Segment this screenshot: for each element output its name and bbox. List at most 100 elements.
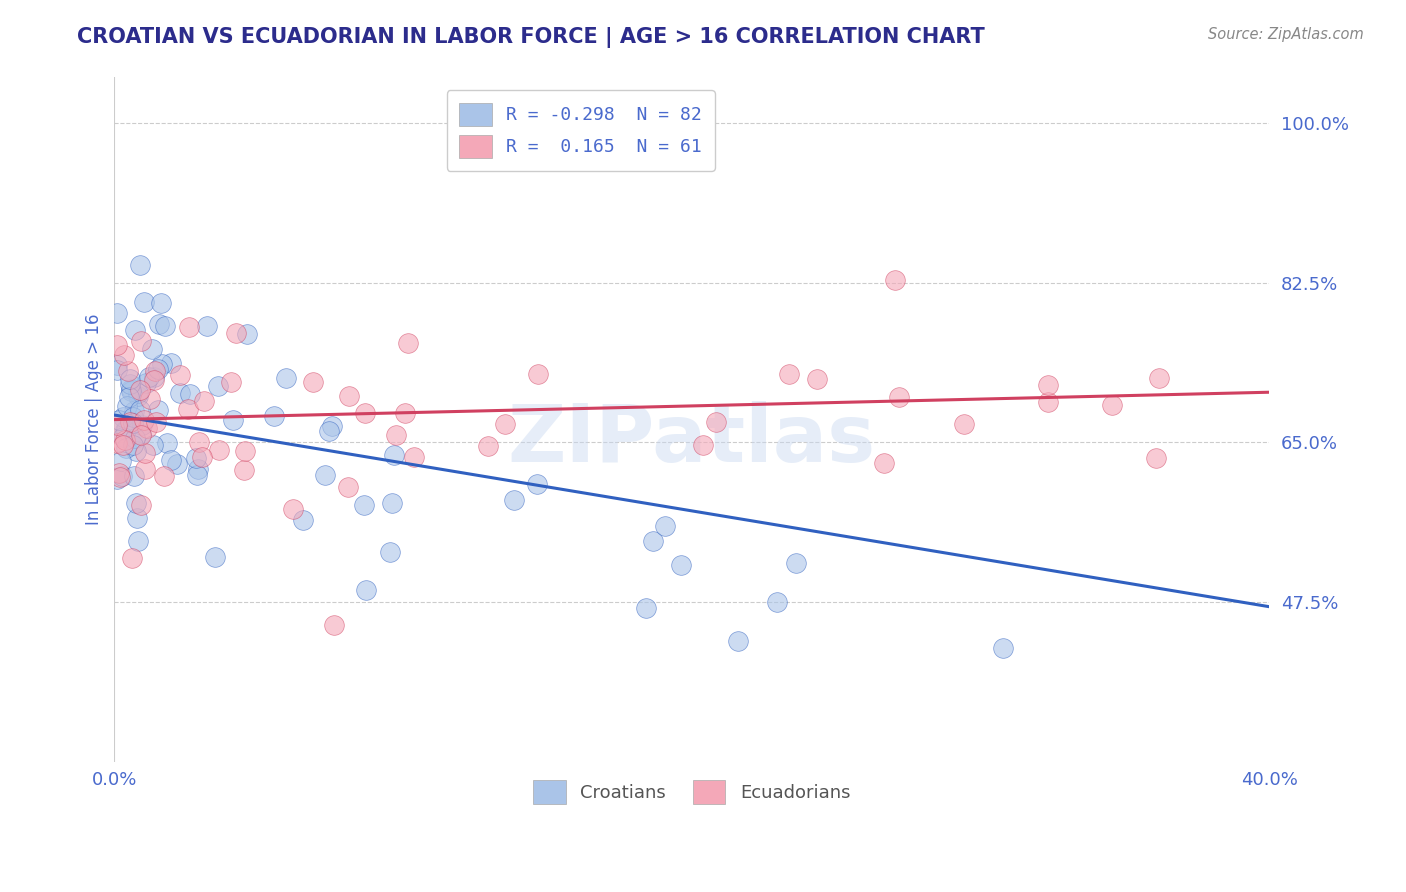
- Point: [105, 306, 128, 320]
- Point: [129, 403, 152, 417]
- Point: [235, 327, 257, 342]
- Point: [152, 469, 174, 483]
- Point: [263, 409, 285, 423]
- Point: [396, 335, 419, 350]
- Point: [159, 356, 181, 370]
- Point: [156, 436, 179, 450]
- Point: [117, 364, 139, 378]
- Point: [225, 326, 247, 340]
- Text: ZIPatlas: ZIPatlas: [508, 401, 876, 479]
- Point: [117, 400, 139, 414]
- Point: [169, 368, 191, 383]
- Point: [318, 424, 340, 438]
- Point: [806, 372, 828, 386]
- Point: [169, 385, 191, 400]
- Point: [404, 450, 426, 464]
- Point: [139, 392, 162, 406]
- Point: [108, 467, 131, 481]
- Point: [153, 318, 176, 333]
- Text: Source: ZipAtlas.com: Source: ZipAtlas.com: [1208, 27, 1364, 42]
- Point: [134, 446, 156, 460]
- Point: [115, 424, 138, 438]
- Point: [704, 415, 727, 429]
- Point: [179, 386, 201, 401]
- Point: [186, 450, 208, 465]
- Point: [219, 375, 242, 389]
- Point: [1144, 450, 1167, 465]
- Point: [381, 496, 404, 510]
- Point: [669, 558, 692, 573]
- Point: [125, 510, 148, 524]
- Point: [641, 533, 664, 548]
- Point: [177, 402, 200, 417]
- Point: [322, 618, 344, 632]
- Point: [692, 437, 714, 451]
- Point: [526, 477, 548, 491]
- Point: [394, 406, 416, 420]
- Point: [235, 444, 257, 458]
- Point: [953, 417, 976, 432]
- Point: [105, 472, 128, 486]
- Point: [634, 601, 657, 615]
- Point: [187, 462, 209, 476]
- Point: [354, 406, 377, 420]
- Point: [302, 375, 325, 389]
- Point: [110, 453, 132, 467]
- Point: [129, 498, 152, 512]
- Legend: Croatians, Ecuadorians: Croatians, Ecuadorians: [522, 770, 860, 814]
- Point: [122, 469, 145, 483]
- Point: [208, 442, 231, 457]
- Point: [127, 533, 149, 548]
- Point: [114, 423, 136, 437]
- Point: [135, 421, 157, 435]
- Point: [111, 430, 134, 444]
- Point: [132, 295, 155, 310]
- Point: [873, 456, 896, 470]
- Point: [143, 364, 166, 378]
- Point: [159, 453, 181, 467]
- Point: [121, 409, 143, 424]
- Point: [122, 417, 145, 431]
- Point: [121, 551, 143, 566]
- Point: [384, 428, 406, 442]
- Point: [778, 367, 800, 381]
- Point: [110, 470, 132, 484]
- Point: [127, 386, 149, 401]
- Point: [129, 258, 152, 272]
- Point: [105, 358, 128, 372]
- Point: [1036, 378, 1059, 392]
- Point: [141, 342, 163, 356]
- Point: [105, 436, 128, 450]
- Point: [281, 502, 304, 516]
- Point: [785, 557, 807, 571]
- Point: [112, 410, 135, 425]
- Point: [887, 390, 910, 404]
- Point: [191, 450, 214, 464]
- Point: [120, 384, 142, 398]
- Point: [148, 402, 170, 417]
- Point: [384, 449, 406, 463]
- Point: [527, 368, 550, 382]
- Point: [125, 496, 148, 510]
- Point: [120, 383, 142, 397]
- Point: [114, 442, 136, 456]
- Point: [186, 467, 208, 482]
- Point: [120, 372, 142, 386]
- Point: [222, 413, 245, 427]
- Point: [128, 389, 150, 403]
- Point: [142, 373, 165, 387]
- Point: [146, 361, 169, 376]
- Point: [105, 417, 128, 432]
- Point: [120, 415, 142, 429]
- Point: [138, 370, 160, 384]
- Point: [125, 444, 148, 458]
- Point: [124, 404, 146, 418]
- Point: [150, 296, 173, 310]
- Point: [105, 362, 128, 376]
- Point: [1101, 399, 1123, 413]
- Point: [354, 583, 377, 598]
- Point: [884, 273, 907, 287]
- Point: [378, 545, 401, 559]
- Point: [134, 462, 156, 476]
- Point: [105, 338, 128, 352]
